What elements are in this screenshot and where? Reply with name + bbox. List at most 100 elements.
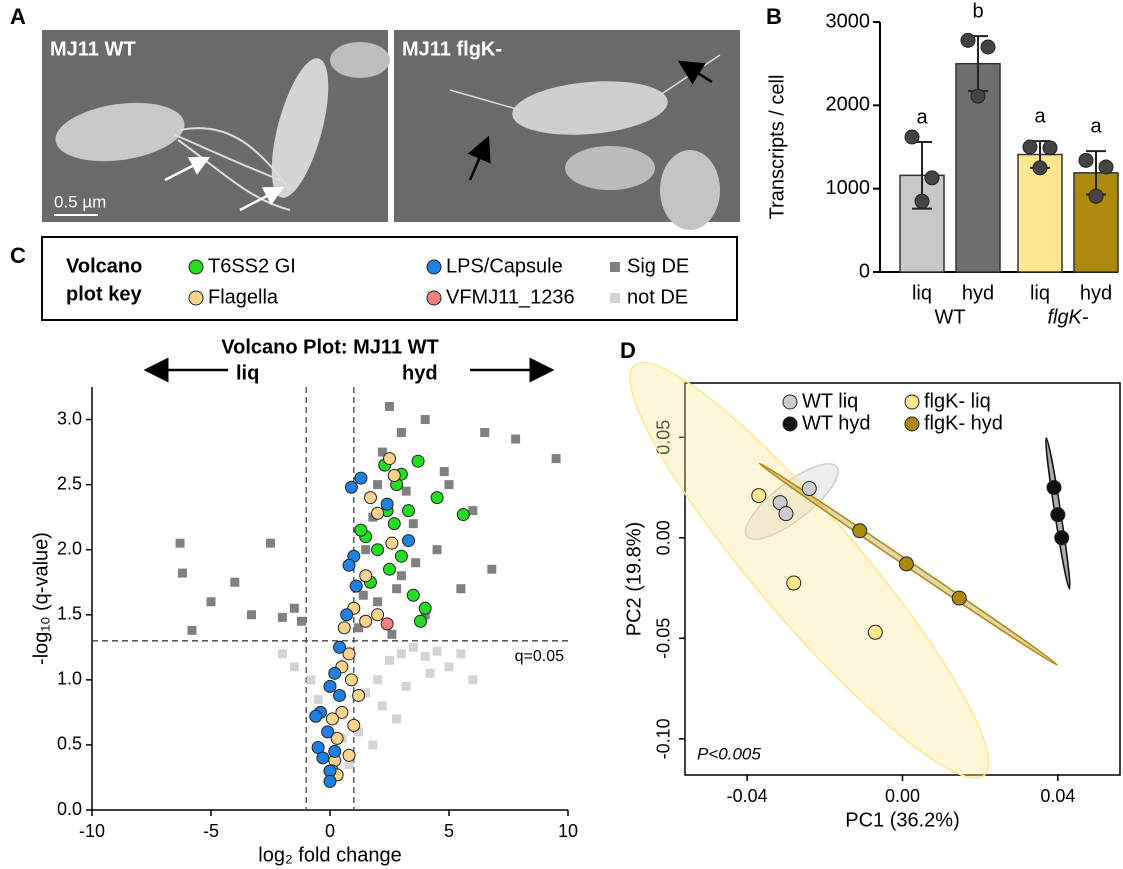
data-point [347,718,361,732]
data-point [323,774,337,788]
data-point [377,447,387,457]
data-point [277,649,287,659]
data-point [406,588,420,602]
y-tick-label: 0.00 [654,520,674,555]
x-tick-label: 0 [325,821,335,841]
panel-label: B [766,4,782,29]
data-point [468,675,478,685]
data-point [328,744,342,758]
micrograph [42,30,390,222]
data-point [551,454,561,464]
data-point [277,612,287,622]
data-point [373,597,383,607]
bar [899,174,945,273]
data-point [924,170,940,186]
y-tick-label: 0.0 [57,799,82,819]
data-point [1050,507,1066,523]
data-point [328,666,342,680]
x-tick-label: -5 [203,821,219,841]
data-point [335,705,349,719]
legend-label: not DE [627,286,688,308]
data-point [914,193,930,209]
data-point [246,610,256,620]
data-point [387,469,401,483]
panel-label: A [10,4,26,29]
x-tick-label: liq [912,282,932,304]
data-point [444,662,454,672]
x-tick-label: -0.04 [727,786,768,806]
y-tick-label: 2.0 [57,538,82,558]
y-tick-label: -0.10 [654,718,674,759]
data-point [456,649,466,659]
data-point [380,497,394,511]
data-point [396,649,406,659]
legend-marker [426,259,442,275]
data-point [439,467,449,477]
data-point [354,523,368,537]
data-point [420,651,430,661]
data-point [401,486,411,496]
x-axis-label: log₂ fold change [258,844,401,866]
data-point [296,616,306,626]
data-point [323,679,337,693]
data-point [385,536,399,550]
data-point [413,614,427,628]
data-point [380,617,394,631]
data-point [396,428,406,438]
data-point [363,491,377,505]
legend-marker [610,293,620,303]
data-point [337,621,351,635]
legend-marker [904,394,920,410]
legend-marker [782,416,798,432]
data-point [344,480,358,494]
data-point [778,506,794,522]
data-point [444,480,454,490]
data-point [898,556,914,572]
data-point [230,577,240,587]
data-point [1078,152,1094,168]
legend-title: plot key [66,283,142,305]
data-point [480,428,490,438]
legend-marker [610,262,620,272]
data-point [289,662,299,672]
data-point [432,545,442,555]
data-point [306,675,316,685]
annotation: P<0.005 [697,744,761,763]
y-tick-label: 3000 [826,10,871,32]
data-point [373,675,383,685]
data-point [187,625,197,635]
legend-label: flgK- liq [924,390,991,412]
y-tick-label: 2.5 [57,473,82,493]
data-point [354,727,364,737]
data-point [456,584,466,594]
data-point [960,32,976,48]
legend-label: Flagella [208,286,279,308]
data-point [361,545,371,555]
y-axis-label: PC2 (19.8%) [623,522,645,637]
data-point [371,506,385,520]
legend-marker [904,416,920,432]
data-point [751,488,767,504]
data-point [387,517,401,531]
data-point [1042,140,1058,156]
x-tick-label: hyd [962,282,994,304]
y-axis-label: -log₁₀ (q-value) [30,532,52,665]
data-point [411,454,425,468]
data-point [266,538,275,548]
data-point [411,558,421,568]
legend-label: WT hyd [802,412,871,434]
data-point [392,714,402,724]
data-point [1054,530,1070,546]
data-point [289,603,299,613]
data-point [392,584,402,594]
data-point [418,601,432,615]
data-point [1098,159,1114,175]
data-point [358,590,368,600]
confidence-ellipse [744,463,839,541]
legend-marker [188,259,204,275]
data-point [340,608,354,622]
data-point [371,543,385,557]
x-tick-label: 0.04 [1040,786,1075,806]
data-point [401,681,411,691]
